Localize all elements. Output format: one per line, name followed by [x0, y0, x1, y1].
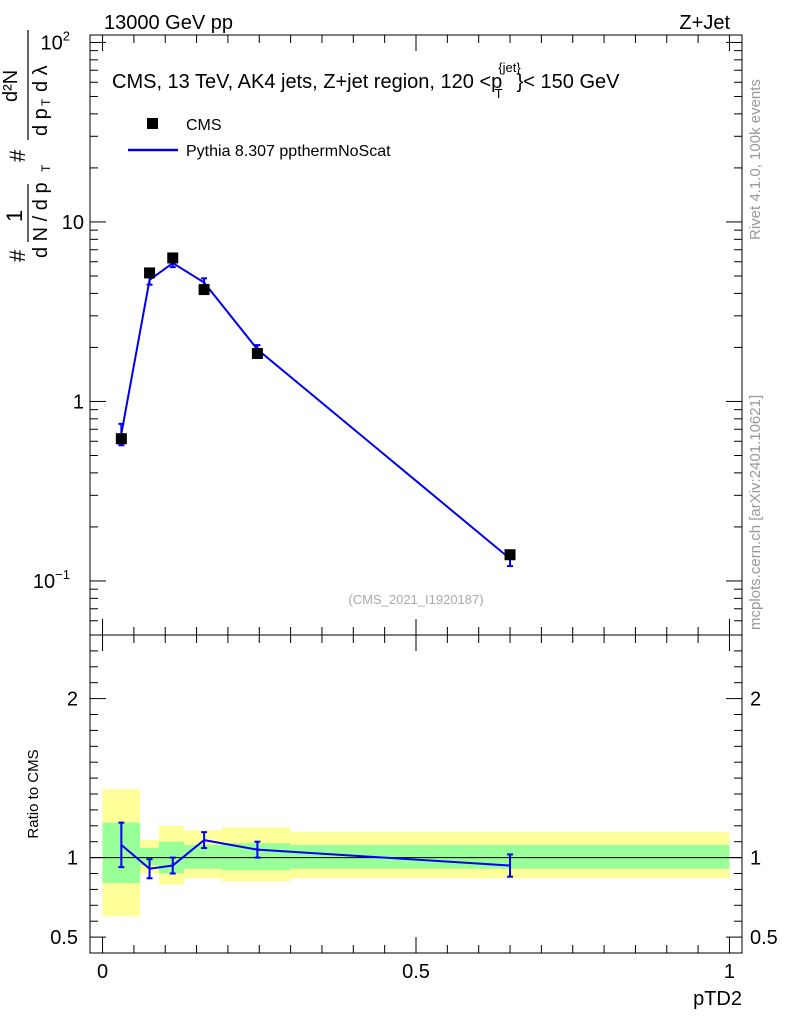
- main-ytick-label: 10−1: [33, 567, 70, 593]
- ratio-line: [120, 839, 511, 870]
- ratio-frame: [89, 634, 743, 954]
- cms-point: [167, 252, 179, 264]
- ratio-band-green: [140, 848, 159, 866]
- cms-point: [251, 347, 263, 359]
- main-ytick-label: 1: [73, 391, 84, 413]
- svg-text:T: T: [39, 164, 53, 172]
- cms-point: [144, 267, 156, 279]
- ratio-ytick-label-left: 1: [67, 848, 78, 870]
- mcplots-label: mcplots.cern.ch [arXiv:2401.10621]: [747, 395, 764, 630]
- ratio-ylabel: Ratio to CMS: [25, 749, 42, 838]
- cms-point: [115, 433, 127, 445]
- ratio-xtick-label: 0.5: [402, 961, 430, 983]
- ylabel-d2n: d²N: [0, 70, 22, 102]
- cms-point: [504, 549, 516, 561]
- ratio-xlabel: pTD2: [693, 988, 742, 1010]
- ratio-ytick-label-left: 2: [67, 689, 78, 711]
- ratio-ytick-label-right: 0.5: [750, 927, 778, 949]
- main-panel: 10−1 1 10 102 CMS, 13 TeV, AK4 jets, Z+jet …: [0, 28, 743, 636]
- svg-text:T: T: [39, 98, 53, 106]
- ratio-xtick-label: 0: [97, 961, 108, 983]
- ratio-panel: 0.5 0.5 1 1 2 2 0 0.5 1 Ratio to CMS pTD2: [25, 634, 778, 1010]
- header-right: Z+Jet: [679, 12, 730, 34]
- ylabel-one: 1: [2, 210, 27, 222]
- header-left: 13000 GeV pp: [104, 12, 233, 34]
- title-superscript: {jet}: [498, 60, 521, 75]
- rivet-version-label: Rivet 4.1.0, 100k events: [747, 79, 764, 240]
- legend-label-pythia: Pythia 8.307 ppthermNoScat: [186, 143, 391, 160]
- ratio-axis-ticks: 0.5 0.5 1 1 2 2 0 0.5 1: [50, 634, 778, 983]
- analysis-watermark: (CMS_2021_I1920187): [348, 592, 483, 607]
- legend-label-cms: CMS: [186, 117, 222, 134]
- ratio-data-marks: [118, 821, 514, 880]
- ratio-ytick-label-right: 2: [750, 689, 761, 711]
- legend-marker-cms: [147, 118, 158, 129]
- main-ytick-label: 10: [62, 212, 84, 234]
- main-title: CMS, 13 TeV, AK4 jets, Z+jet region, 120…: [112, 60, 620, 101]
- ratio-ytick-label-left: 0.5: [50, 927, 78, 949]
- ratio-ytick-label-right: 1: [750, 848, 761, 870]
- ylabel-hash-1: #: [5, 249, 30, 262]
- main-ylabel: # 1 d N / d p T # d²N d p T d λ: [0, 30, 53, 262]
- main-data-marks: [115, 252, 516, 568]
- pythia-line: [120, 261, 511, 560]
- cms-point: [198, 284, 210, 296]
- svg-text:d λ: d λ: [30, 65, 52, 92]
- ylabel-hash-2: #: [5, 149, 30, 162]
- ylabel-dpt-dlambda: d p: [30, 108, 52, 136]
- main-ytick-label: 102: [41, 28, 70, 54]
- title-subscript: T: [495, 86, 503, 101]
- ratio-band-green: [184, 844, 222, 869]
- ylabel-dn-dpt: d N / d p: [30, 182, 52, 258]
- ratio-xtick-label: 1: [724, 961, 735, 983]
